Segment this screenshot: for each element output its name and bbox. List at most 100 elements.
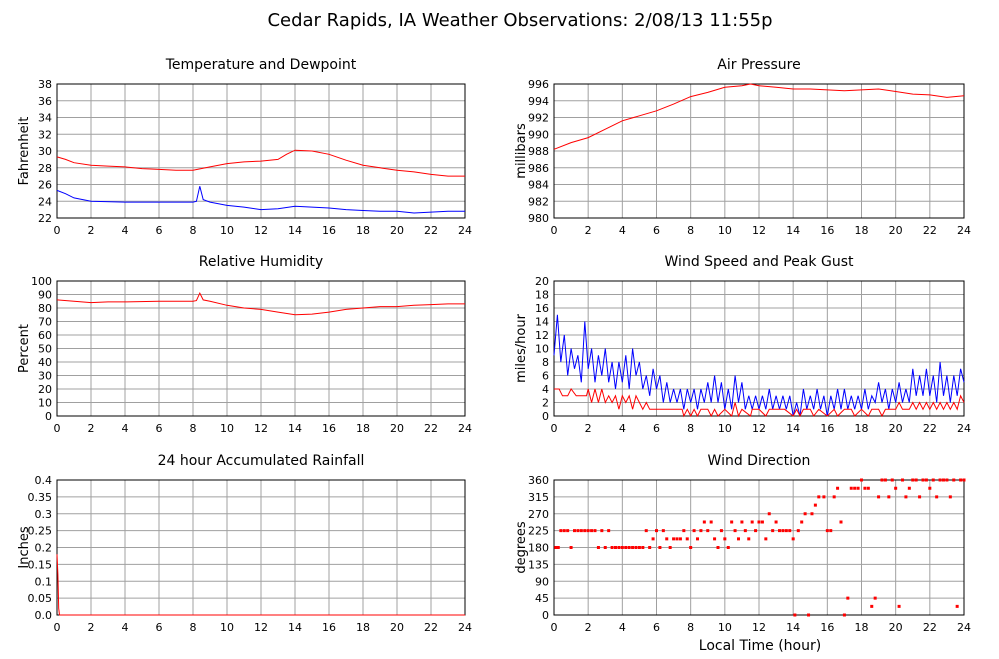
rain-xtick-label: 2 — [88, 621, 95, 634]
wind-ylabel: miles/hour — [514, 313, 529, 382]
humidity-ytick-label: 80 — [38, 302, 52, 315]
humidity-xtick-label: 12 — [254, 422, 268, 435]
direction-ytick-label: 360 — [528, 474, 549, 487]
rain-xtick-label: 12 — [254, 621, 268, 634]
direction-point — [726, 546, 730, 549]
humidity-ylabel: Percent — [17, 324, 32, 373]
pressure-xtick-label: 2 — [585, 224, 592, 237]
humidity-ytick-label: 70 — [38, 316, 52, 329]
humidity-xtick-label: 0 — [54, 422, 61, 435]
wind-xtick-label: 6 — [653, 422, 660, 435]
temp-ytick-label: 36 — [38, 95, 52, 108]
humidity-ytick-label: 20 — [38, 383, 52, 396]
direction-point — [586, 529, 590, 533]
direction-point — [641, 546, 645, 549]
direction-point — [810, 512, 814, 516]
direction-point — [853, 486, 857, 490]
wind-ytick-label: 16 — [535, 302, 549, 315]
direction-point — [569, 546, 573, 549]
direction-point — [897, 604, 901, 608]
wind-xtick-label: 0 — [551, 422, 558, 435]
direction-point — [931, 478, 935, 482]
pressure-ytick-label: 984 — [528, 179, 549, 192]
direction-point — [935, 495, 939, 499]
rain-xtick-label: 8 — [190, 621, 197, 634]
direction-point — [924, 478, 928, 482]
pressure-xtick-label: 22 — [923, 224, 937, 237]
direction-point — [559, 529, 563, 533]
temp-ytick-label: 32 — [38, 128, 52, 141]
humidity-series-0 — [56, 291, 465, 316]
direction-point — [873, 596, 877, 600]
humidity-xtick-label: 10 — [220, 422, 234, 435]
pressure-xtick-label: 18 — [855, 224, 869, 237]
rain-ytick-label: 0.4 — [35, 474, 53, 487]
direction-point — [760, 520, 764, 524]
direction-point — [658, 546, 662, 549]
humidity-ytick-label: 0 — [45, 410, 52, 423]
direction-point — [579, 529, 583, 533]
direction-point — [719, 529, 723, 533]
pressure-xtick-label: 20 — [889, 224, 903, 237]
direction-point — [689, 546, 693, 549]
direction-point — [938, 478, 942, 482]
direction-ylabel: degrees — [514, 521, 529, 574]
humidity-xtick-label: 8 — [190, 422, 197, 435]
direction-point — [573, 529, 576, 533]
direction-point — [803, 512, 807, 516]
direction-point — [836, 486, 840, 490]
direction-point — [610, 546, 614, 549]
pressure-xtick-label: 4 — [619, 224, 626, 237]
direction-xtick-label: 16 — [820, 621, 834, 634]
direction-point — [860, 478, 863, 482]
direction-point — [554, 546, 558, 549]
direction-point — [856, 486, 860, 490]
direction-point — [566, 529, 570, 533]
pressure-title: Air Pressure — [717, 57, 800, 73]
wind-xtick-label: 18 — [855, 422, 869, 435]
direction-point — [918, 495, 922, 499]
humidity-ytick-label: 40 — [38, 356, 52, 369]
wind-xtick-label: 24 — [957, 422, 971, 435]
rain-series-0 — [56, 554, 465, 616]
humidity-frame — [56, 280, 466, 417]
direction-point — [702, 520, 706, 524]
temp-xtick-label: 12 — [254, 224, 268, 237]
temp-ytick-label: 22 — [38, 212, 52, 225]
wind-ytick-label: 14 — [535, 316, 549, 329]
pressure-xtick-label: 10 — [718, 224, 732, 237]
humidity-title: Relative Humidity — [199, 254, 323, 270]
pressure-xtick-label: 12 — [752, 224, 766, 237]
direction-point — [716, 546, 720, 549]
pressure-ytick-label: 992 — [528, 112, 549, 125]
humidity-ytick-label: 60 — [38, 329, 52, 342]
direction-point — [607, 529, 611, 533]
direction-point — [651, 537, 655, 541]
direction-point — [747, 537, 751, 541]
wind-ytick-label: 0 — [542, 410, 549, 423]
direction-point — [655, 529, 658, 533]
humidity-xtick-label: 22 — [424, 422, 438, 435]
direction-point — [709, 520, 713, 524]
direction-point — [771, 529, 775, 533]
temp-ytick-label: 30 — [38, 145, 52, 158]
direction-xtick-label: 18 — [855, 621, 869, 634]
direction-point — [928, 486, 932, 490]
direction-point — [866, 486, 870, 490]
direction-point — [791, 537, 795, 541]
direction-point — [723, 537, 727, 541]
humidity-xtick-label: 16 — [322, 422, 336, 435]
rain-xtick-label: 16 — [322, 621, 336, 634]
direction-point — [839, 520, 843, 524]
direction-frame — [553, 479, 965, 616]
humidity-ytick-label: 30 — [38, 370, 52, 383]
direction-point — [648, 546, 652, 549]
direction-point — [740, 520, 744, 524]
direction-point — [661, 529, 665, 533]
temp-frame — [56, 83, 466, 219]
pressure-xtick-label: 24 — [957, 224, 971, 237]
rain-ytick-label: 0.2 — [35, 542, 53, 555]
direction-xtick-label: 6 — [653, 621, 660, 634]
direction-xtick-label: 10 — [718, 621, 732, 634]
